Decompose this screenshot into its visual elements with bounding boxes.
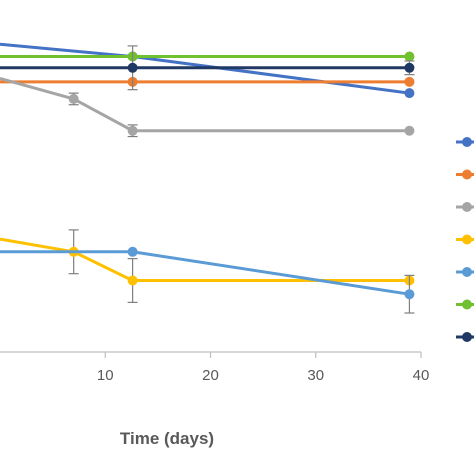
x-axis-ticks: 10 20 30 40 [97, 352, 429, 384]
legend-entry-6 [456, 299, 474, 310]
x-tick-label: 10 [97, 367, 114, 384]
legend-swatch-marker [462, 332, 472, 342]
legend-entry-2 [456, 169, 474, 180]
legend-entry-1 [456, 137, 474, 147]
legend-swatch-marker [462, 202, 472, 212]
legend-entry-5 [456, 267, 474, 277]
data-point [404, 76, 415, 87]
series-line [0, 76, 410, 133]
series-3 [0, 76, 415, 138]
legend-swatch-marker [462, 234, 472, 245]
x-tick-label: 40 [413, 367, 430, 384]
series-1 [0, 42, 415, 99]
legend-entry-3 [456, 202, 474, 212]
data-point [404, 51, 415, 62]
data-point [127, 62, 138, 73]
series-6 [0, 51, 415, 62]
legend-swatch-marker [462, 137, 472, 147]
legend-entry-7 [456, 332, 474, 342]
legend [456, 137, 474, 342]
series-4 [0, 229, 415, 304]
legend-swatch-marker [462, 169, 472, 180]
data-point [404, 125, 415, 136]
legend-swatch-marker [462, 299, 472, 310]
data-point [127, 125, 138, 136]
series-line [0, 237, 410, 283]
legend-entry-4 [456, 234, 474, 245]
x-axis-title: Time (days) [120, 429, 214, 448]
data-point [404, 88, 415, 99]
x-tick-label: 30 [307, 367, 324, 384]
series-layer [0, 42, 415, 314]
data-point [404, 289, 415, 300]
legend-swatch-marker [462, 267, 472, 277]
data-point [127, 275, 138, 286]
data-point [127, 246, 138, 257]
series-5 [0, 246, 415, 314]
series-line [0, 250, 410, 296]
data-point [68, 93, 79, 104]
series-7 [0, 45, 415, 91]
x-tick-label: 20 [202, 367, 219, 384]
data-point [404, 62, 415, 73]
